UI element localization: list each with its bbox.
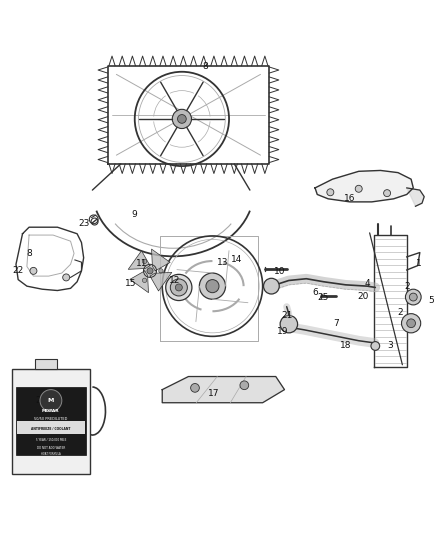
- Polygon shape: [315, 171, 413, 202]
- Text: 10: 10: [273, 267, 285, 276]
- Circle shape: [40, 390, 62, 411]
- Text: 14: 14: [231, 255, 242, 264]
- Text: 20: 20: [357, 292, 369, 301]
- Circle shape: [355, 185, 362, 192]
- Text: 9: 9: [131, 209, 137, 219]
- Polygon shape: [407, 188, 424, 206]
- Text: 1: 1: [416, 259, 422, 268]
- Bar: [16, 387, 86, 455]
- Polygon shape: [150, 272, 172, 291]
- Text: 8: 8: [26, 249, 32, 258]
- Text: 2: 2: [398, 308, 403, 317]
- Circle shape: [264, 278, 279, 294]
- Polygon shape: [162, 376, 285, 403]
- Circle shape: [147, 268, 153, 274]
- Circle shape: [240, 381, 249, 390]
- Text: 5 YEAR / 150,000 MILE: 5 YEAR / 150,000 MILE: [36, 438, 66, 442]
- Circle shape: [280, 316, 297, 333]
- Circle shape: [327, 189, 334, 196]
- Text: 50/50 PREDILUTED: 50/50 PREDILUTED: [34, 417, 67, 422]
- Circle shape: [199, 273, 226, 299]
- Circle shape: [384, 190, 391, 197]
- Polygon shape: [128, 251, 150, 269]
- Circle shape: [177, 115, 186, 123]
- Bar: [17, 422, 85, 434]
- Circle shape: [175, 284, 182, 291]
- Text: 6: 6: [312, 288, 318, 297]
- Text: 13: 13: [217, 257, 228, 266]
- Circle shape: [371, 342, 380, 350]
- Circle shape: [206, 280, 219, 293]
- Text: M: M: [48, 398, 54, 403]
- Text: 8: 8: [202, 62, 208, 71]
- Text: 24: 24: [35, 395, 46, 405]
- Bar: [35, 359, 57, 369]
- Text: 19: 19: [276, 327, 288, 336]
- Circle shape: [402, 313, 421, 333]
- Text: 11: 11: [135, 259, 147, 268]
- Text: 12: 12: [169, 276, 180, 285]
- Circle shape: [142, 259, 147, 264]
- Text: 17: 17: [208, 390, 219, 399]
- Text: ANTIFREEZE / COOLANT: ANTIFREEZE / COOLANT: [31, 427, 71, 431]
- Text: 21: 21: [281, 311, 292, 320]
- Text: 18: 18: [340, 342, 351, 351]
- Circle shape: [407, 319, 416, 328]
- Circle shape: [144, 264, 156, 277]
- Polygon shape: [152, 249, 170, 271]
- Circle shape: [170, 279, 187, 296]
- Text: 4: 4: [365, 279, 370, 288]
- Circle shape: [410, 293, 417, 301]
- Text: MOPAR: MOPAR: [42, 409, 60, 413]
- Text: 15: 15: [125, 279, 137, 288]
- Circle shape: [166, 274, 192, 301]
- Text: 5: 5: [428, 296, 434, 305]
- Text: 22: 22: [13, 266, 24, 276]
- Text: 16: 16: [344, 194, 356, 203]
- Text: 3: 3: [387, 341, 393, 350]
- Circle shape: [191, 384, 199, 392]
- Text: HOAT FORMULA: HOAT FORMULA: [41, 452, 61, 456]
- Text: 7: 7: [333, 319, 339, 328]
- Circle shape: [406, 289, 421, 305]
- Text: 2: 2: [404, 281, 410, 290]
- Text: DO NOT ADD WATER: DO NOT ADD WATER: [37, 446, 65, 450]
- Circle shape: [172, 109, 191, 128]
- Circle shape: [142, 278, 147, 282]
- Polygon shape: [130, 271, 148, 293]
- Text: 23: 23: [78, 219, 89, 228]
- Circle shape: [63, 274, 70, 281]
- Text: 25: 25: [317, 294, 328, 302]
- Circle shape: [159, 269, 163, 273]
- Circle shape: [30, 268, 37, 274]
- Bar: [12, 369, 90, 474]
